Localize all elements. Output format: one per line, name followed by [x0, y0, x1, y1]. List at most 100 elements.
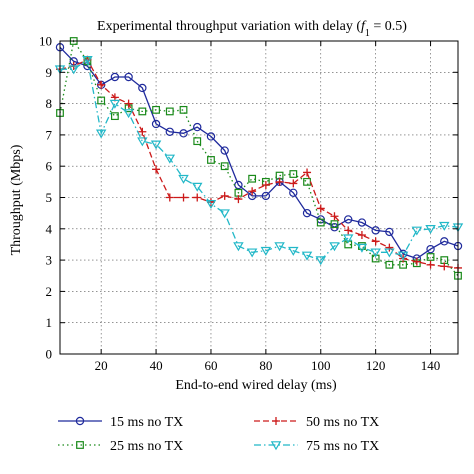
y-tick-label: 2 — [46, 284, 53, 299]
data-point — [193, 193, 202, 202]
data-point — [82, 55, 93, 65]
data-point — [371, 237, 380, 246]
data-point — [288, 246, 299, 256]
chart-title-subscript: 1 — [365, 28, 370, 39]
legend-item: 25 ms no TX — [58, 439, 183, 454]
data-point — [397, 251, 409, 261]
y-tick-label: 4 — [46, 221, 53, 236]
data-point — [439, 221, 450, 231]
x-tick-label: 120 — [366, 358, 386, 373]
data-point — [165, 193, 174, 202]
data-point — [110, 112, 119, 121]
data-point — [342, 234, 354, 244]
data-point — [179, 193, 188, 202]
data-point — [275, 177, 284, 186]
data-point — [220, 162, 229, 171]
legend-marker — [272, 417, 280, 425]
data-point — [289, 170, 298, 178]
data-point — [344, 226, 353, 235]
legend-item: 15 ms no TX — [58, 415, 183, 430]
data-point — [179, 105, 188, 114]
x-axis-label: End-to-end wired delay (ms) — [175, 378, 337, 393]
legend-label: 25 ms no TX — [110, 439, 183, 454]
data-point — [316, 218, 325, 227]
data-point — [274, 242, 285, 252]
legend-marker — [76, 441, 84, 449]
data-point — [110, 72, 120, 82]
y-tick-label: 1 — [46, 315, 53, 330]
data-point — [329, 242, 340, 252]
data-point — [411, 226, 423, 236]
data-point — [440, 237, 449, 246]
data-point — [165, 127, 174, 136]
x-tick-label: 140 — [421, 358, 441, 373]
series-line — [60, 58, 459, 261]
data-point — [178, 174, 189, 184]
data-point — [440, 262, 449, 271]
y-tick-label: 10 — [39, 34, 52, 49]
data-point — [426, 244, 435, 254]
data-point — [137, 137, 148, 147]
y-tick-label: 5 — [46, 190, 53, 205]
data-point — [164, 154, 176, 164]
data-point — [205, 199, 217, 209]
data-point — [248, 187, 257, 196]
legend-marker — [75, 416, 85, 426]
data-point — [426, 260, 435, 269]
x-tick-label: 20 — [95, 358, 108, 373]
y-tick-label: 6 — [46, 159, 53, 174]
grid — [60, 40, 458, 355]
data-point — [124, 99, 133, 108]
data-point — [152, 105, 160, 114]
data-point — [165, 107, 174, 116]
x-tick-label: 60 — [204, 358, 217, 373]
data-point — [191, 182, 203, 192]
data-point — [385, 243, 394, 252]
data-point — [330, 220, 339, 229]
data-point — [207, 156, 215, 164]
chart-title: Experimental throughput variation with d… — [97, 19, 407, 39]
x-tick-label: 40 — [150, 358, 163, 373]
plot-frame — [59, 40, 459, 355]
data-point — [303, 177, 311, 186]
data-point — [220, 191, 229, 200]
data-point — [109, 99, 121, 109]
data-point — [193, 137, 202, 146]
data-point — [138, 83, 147, 93]
legend-label: 15 ms no TX — [110, 415, 183, 430]
data-point — [179, 129, 188, 138]
data-point — [315, 256, 327, 266]
series-line — [59, 46, 459, 260]
x-tick-label: 80 — [259, 358, 272, 373]
data-point — [219, 209, 230, 219]
legend-label: 50 ms no TX — [306, 415, 379, 430]
legend-label: 75 ms no TX — [306, 439, 379, 454]
legend-marker — [270, 441, 282, 451]
data-point — [138, 127, 147, 136]
data-point — [152, 165, 161, 174]
data-point — [303, 168, 312, 177]
series-3 — [56, 55, 462, 272]
data-point — [289, 188, 298, 198]
data-point — [301, 251, 313, 261]
data-point — [261, 191, 271, 201]
legend-item: 50 ms no TX — [254, 415, 379, 430]
data-point — [344, 215, 353, 224]
data-point — [206, 132, 216, 141]
data-point — [316, 204, 325, 213]
data-point — [138, 107, 147, 116]
data-point — [371, 226, 380, 235]
data-point — [151, 119, 161, 129]
data-point — [248, 174, 257, 183]
chart-title-main: Experimental throughput variation with d… — [97, 19, 361, 34]
data-point — [124, 72, 133, 82]
data-point — [357, 231, 366, 240]
x-tick-label: 100 — [311, 358, 331, 373]
data-point — [233, 242, 244, 252]
data-point — [384, 248, 395, 258]
series-4 — [54, 55, 464, 266]
y-tick-label: 9 — [46, 65, 53, 80]
data-point — [289, 179, 298, 188]
series-layer — [54, 37, 464, 280]
